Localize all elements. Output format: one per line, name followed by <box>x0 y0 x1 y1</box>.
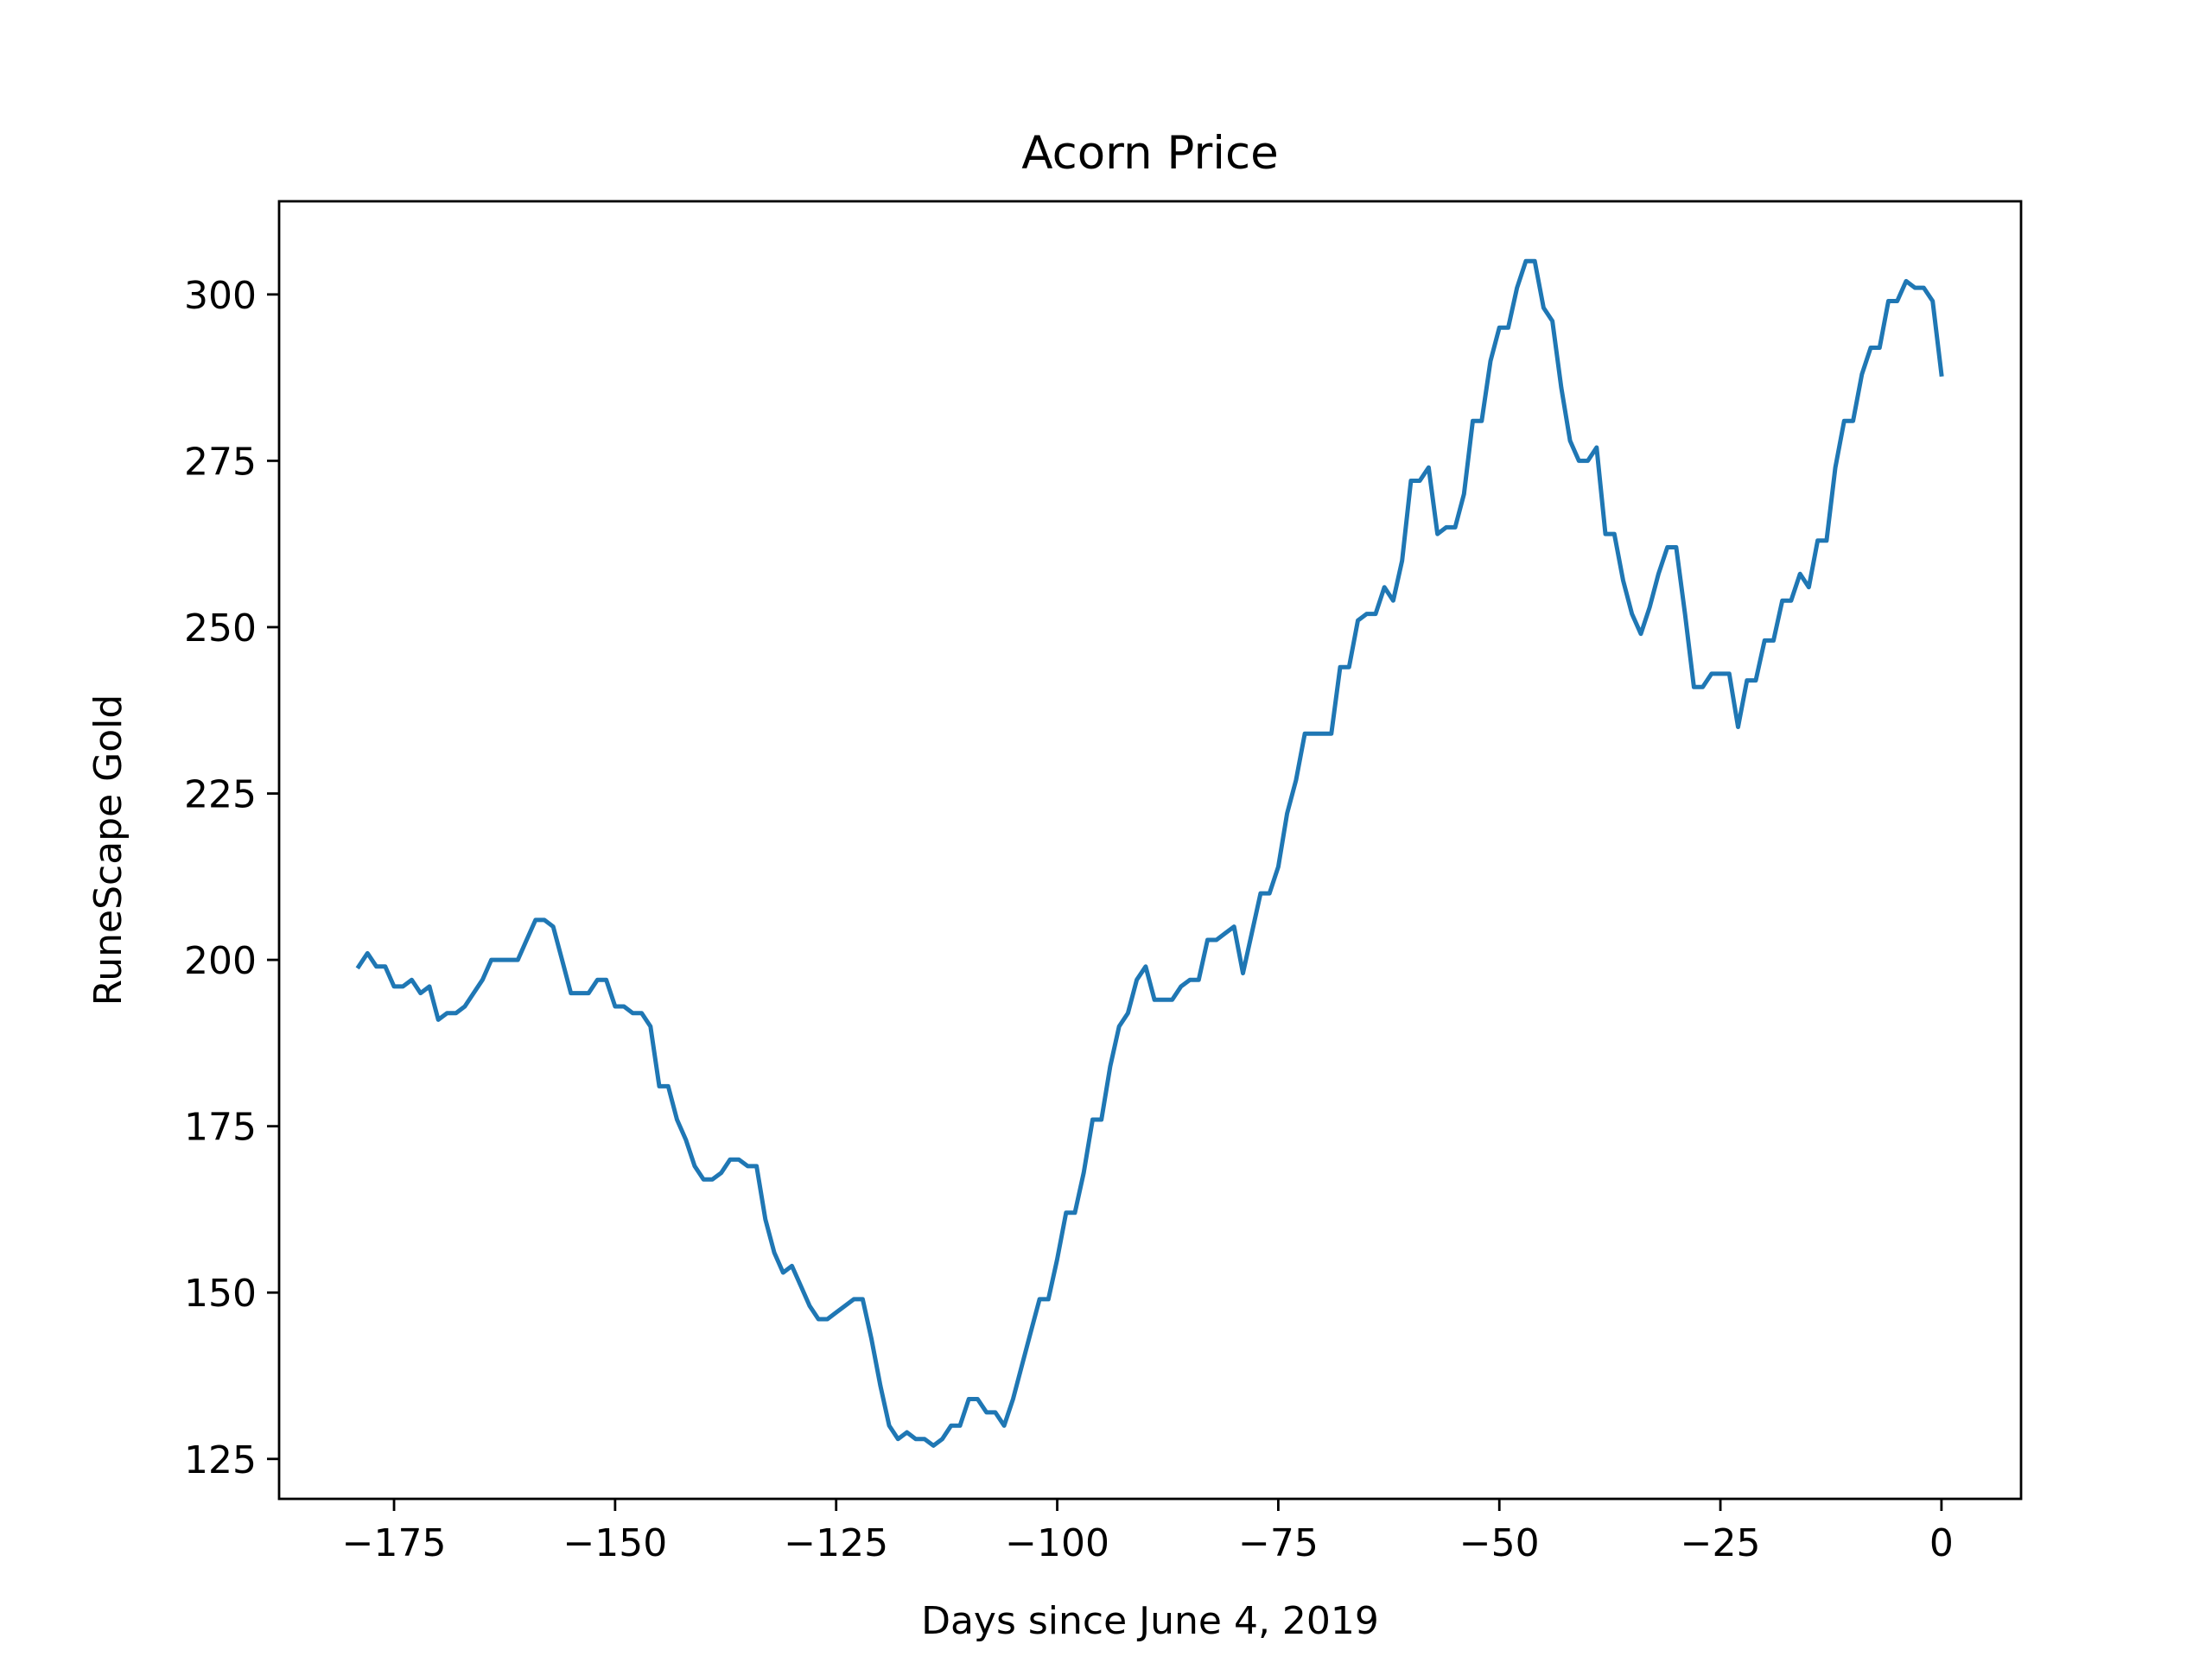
plot-area <box>355 258 1944 1448</box>
x-axis: −175 −150 −125 −100 −75 −50 −25 0 <box>342 1499 1954 1565</box>
y-tick-label: 125 <box>184 1438 257 1482</box>
chart-title: Acorn Price <box>1021 127 1278 180</box>
x-tick-label: −175 <box>342 1521 447 1565</box>
x-tick-label: −50 <box>1459 1521 1540 1565</box>
y-tick-label: 300 <box>184 274 257 318</box>
y-tick-label: 175 <box>184 1106 257 1150</box>
y-axis-label: RuneScape Gold <box>86 695 130 1006</box>
x-tick-label: −100 <box>1005 1521 1109 1565</box>
y-axis: 125 150 175 200 225 250 275 300 <box>184 274 279 1482</box>
y-tick-label: 250 <box>184 606 257 651</box>
axes-frame <box>277 200 2023 1501</box>
series-line-0 <box>355 258 1944 1448</box>
x-axis-label: Days since June 4, 2019 <box>921 1599 1379 1643</box>
y-tick-label: 225 <box>184 773 257 817</box>
x-tick-label: −75 <box>1238 1521 1319 1565</box>
y-tick-label: 150 <box>184 1272 257 1316</box>
x-tick-label: −150 <box>563 1521 667 1565</box>
x-tick-label: −125 <box>784 1521 888 1565</box>
y-tick-label: 200 <box>184 939 257 983</box>
x-tick-label: 0 <box>1929 1521 1954 1565</box>
y-tick-label: 275 <box>184 440 257 484</box>
x-tick-label: −25 <box>1681 1521 1761 1565</box>
